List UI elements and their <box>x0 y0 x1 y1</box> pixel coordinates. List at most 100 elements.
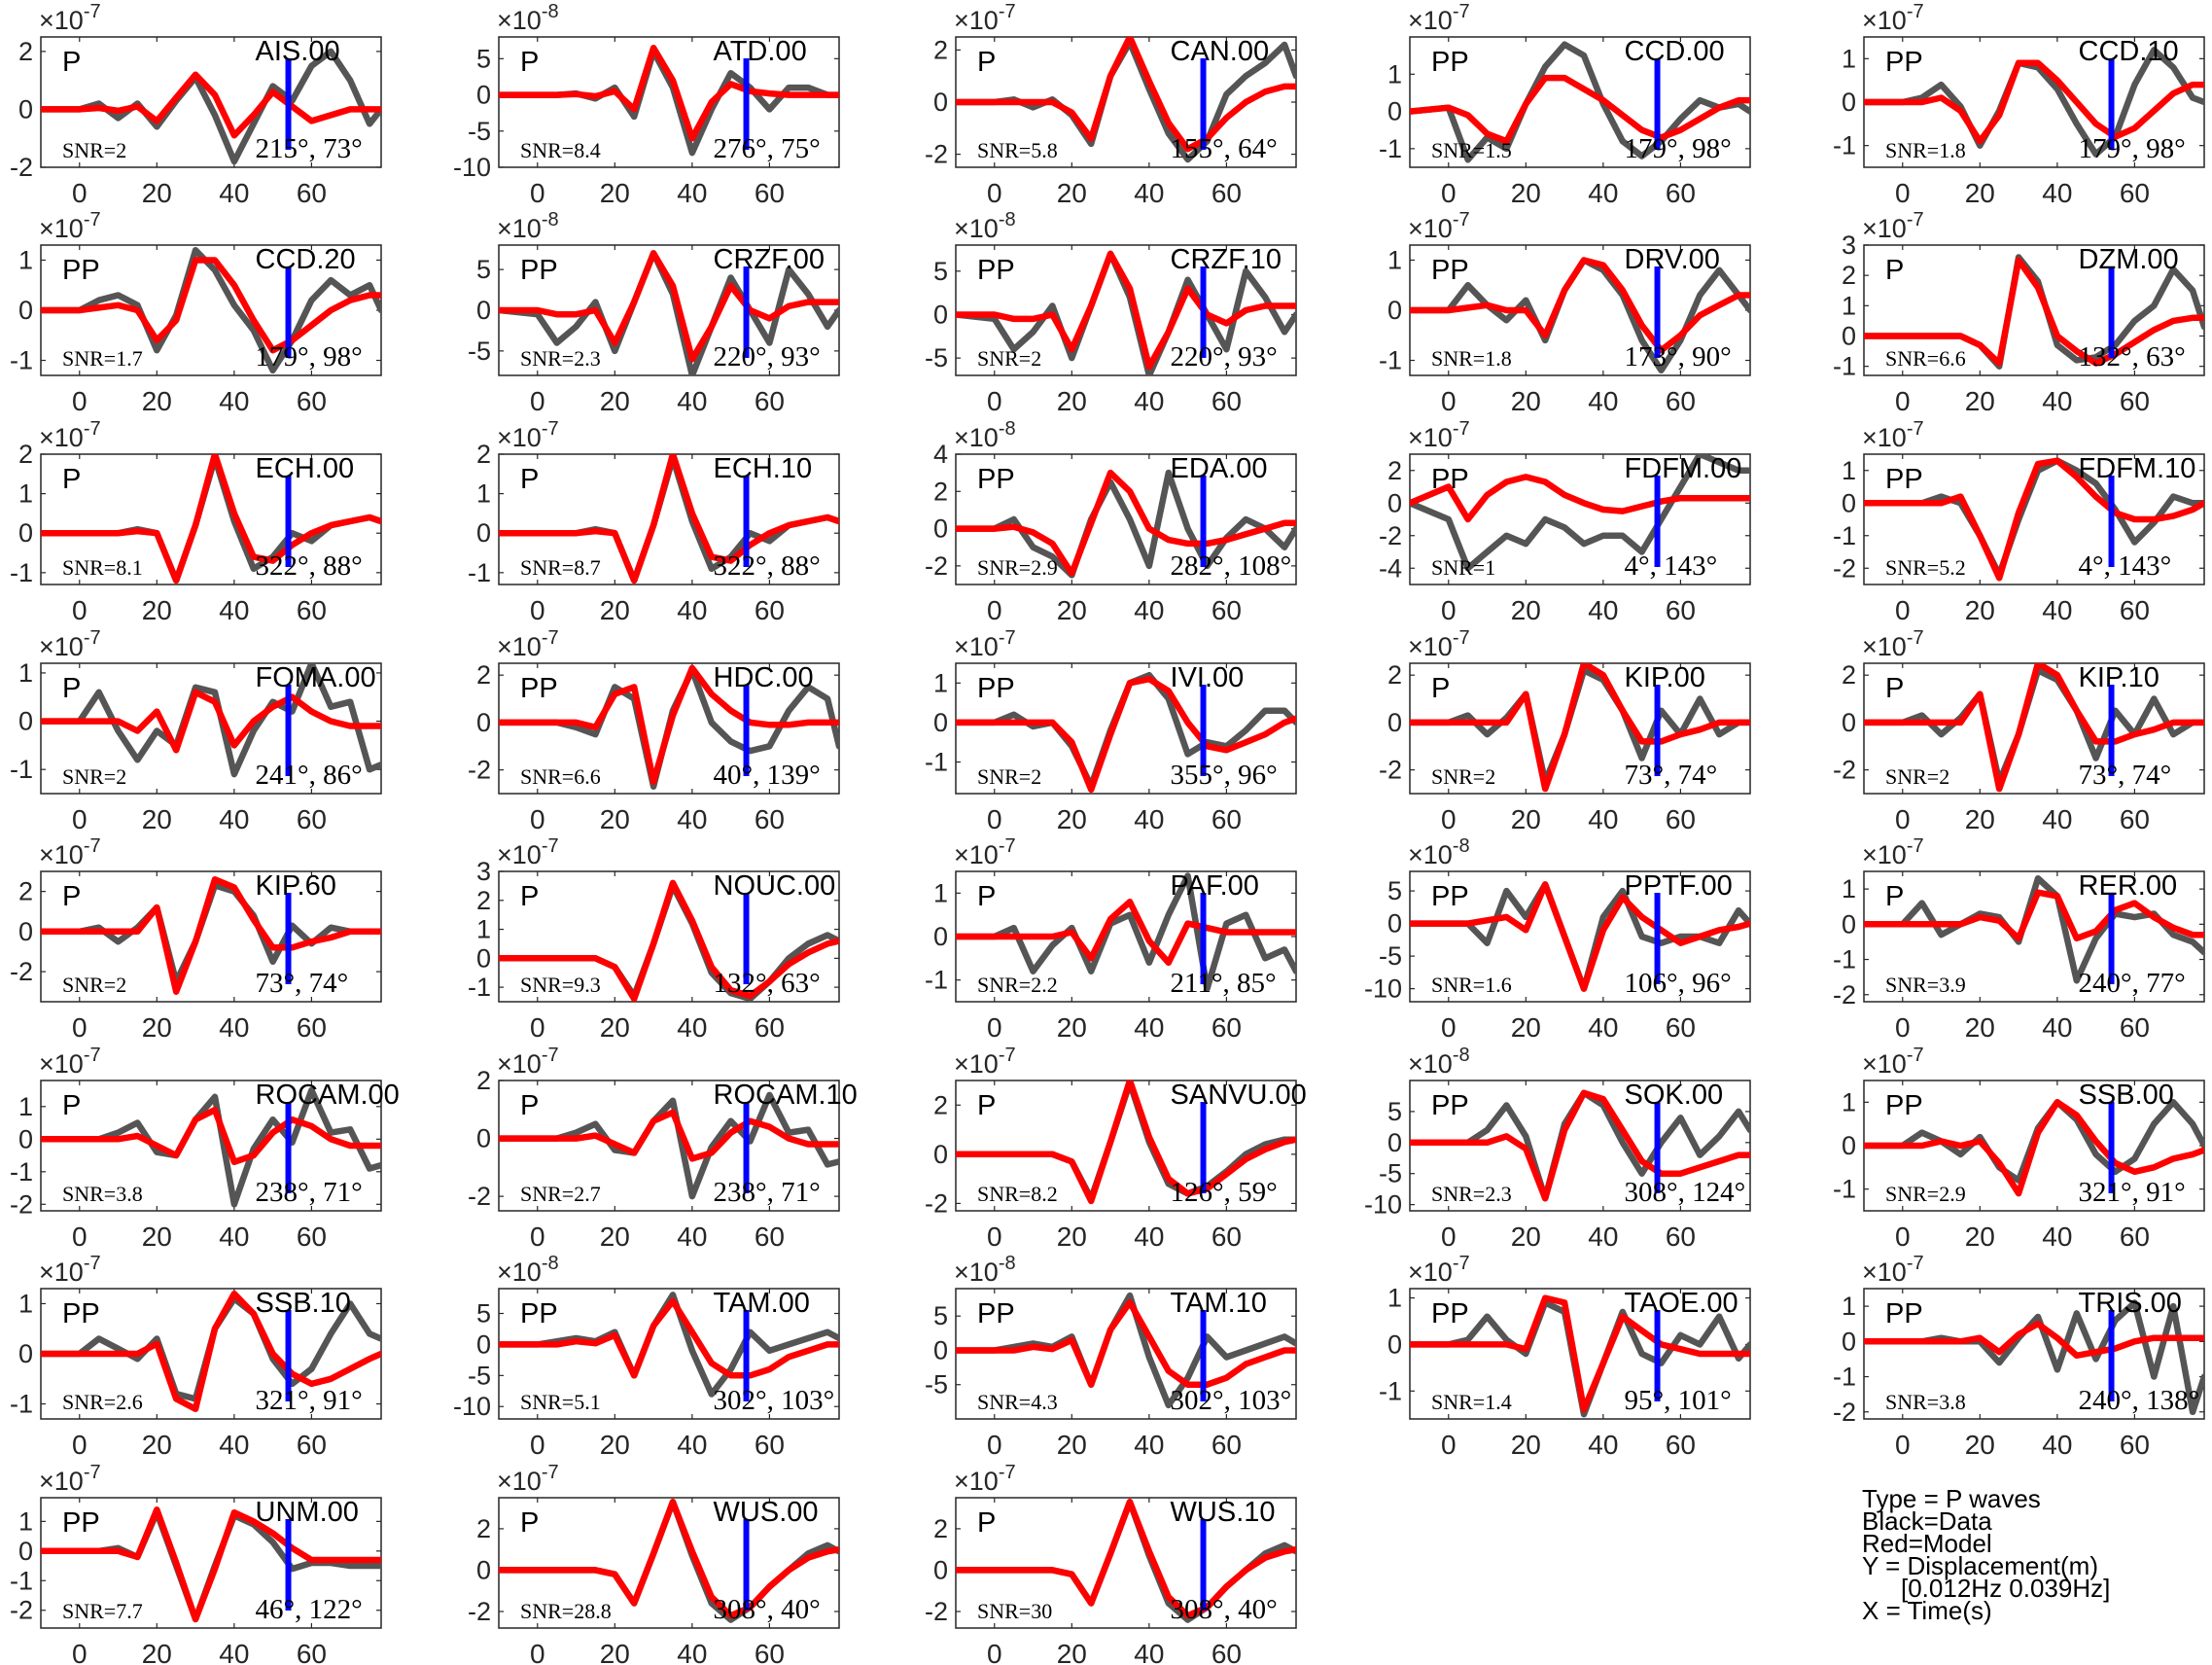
x-tick-label: 20 <box>1511 386 1541 416</box>
phase-label: P <box>520 1507 539 1539</box>
axis-exponent: ×10-7 <box>39 1253 101 1287</box>
snr-label: SNR=2.9 <box>977 555 1058 580</box>
y-tick-label: 1 <box>18 1092 33 1121</box>
x-tick-label: 40 <box>1134 804 1164 834</box>
x-tick-label: 20 <box>1965 1012 1995 1043</box>
y-tick-label: 1 <box>1842 1087 1856 1116</box>
x-tick-label: 40 <box>2042 178 2072 208</box>
x-tick-label: 60 <box>297 1639 327 1665</box>
subplot-kip-60: 0 20 40 60 -2 0 2×10-7 P KIP.60 SNR=2 73°, 74° <box>10 835 382 1043</box>
snr-label: SNR=2.9 <box>1885 1182 1966 1206</box>
x-tick-label: 20 <box>142 804 172 834</box>
x-tick-label: 40 <box>219 178 249 208</box>
y-tick-label: -1 <box>1833 1363 1856 1392</box>
station-label: IVI.00 <box>1171 662 1245 693</box>
station-label: ECH.10 <box>714 453 813 484</box>
model-trace <box>41 71 381 139</box>
model-trace <box>1410 663 1750 793</box>
model-trace <box>499 1499 839 1619</box>
y-tick-label: -1 <box>1379 346 1402 375</box>
axis-exponent: ×10-8 <box>1408 1045 1470 1079</box>
subplot-paf-00: 0 20 40 60 -1 0 1×10-7 P PAF.00 SNR=2.2 211°, 85° <box>925 835 1297 1043</box>
y-tick-label: -2 <box>925 1597 948 1626</box>
axis-exponent: ×10-7 <box>1408 627 1470 661</box>
azimuth-angle-label: 40°, 139° <box>714 760 821 791</box>
x-tick-label: 20 <box>1511 178 1541 208</box>
axis-exponent: ×10-7 <box>1408 209 1470 243</box>
x-tick-label: 40 <box>219 1430 249 1460</box>
azimuth-angle-label: 321°, 91° <box>2079 1177 2186 1208</box>
y-tick-label: 0 <box>1387 909 1402 939</box>
model-trace <box>499 1109 839 1162</box>
y-tick-label: 0 <box>476 708 491 737</box>
x-tick-label: 0 <box>72 1639 88 1665</box>
x-tick-label: 0 <box>987 804 1002 834</box>
azimuth-angle-label: 321°, 91° <box>256 1385 363 1416</box>
y-tick-label: -10 <box>1364 1190 1402 1220</box>
y-tick-label: -2 <box>10 1189 33 1219</box>
model-trace <box>1410 74 1750 145</box>
x-tick-label: 40 <box>1588 804 1618 834</box>
x-tick-label: 20 <box>1057 178 1087 208</box>
x-tick-label: 0 <box>1895 1222 1911 1252</box>
axis-exponent: ×10-8 <box>497 1253 559 1287</box>
station-label: TAM.10 <box>1171 1288 1267 1319</box>
x-tick-label: 40 <box>677 1222 707 1252</box>
y-tick-label: 0 <box>933 1555 948 1584</box>
x-tick-label: 60 <box>1666 1222 1696 1252</box>
snr-label: SNR=3.8 <box>1885 1390 1966 1414</box>
snr-label: SNR=5.2 <box>1885 555 1966 580</box>
x-tick-label: 0 <box>987 386 1002 416</box>
azimuth-angle-label: 308°, 40° <box>714 1594 821 1625</box>
model-trace <box>1410 1294 1750 1413</box>
model-trace <box>499 44 839 142</box>
x-tick-label: 0 <box>987 1012 1002 1043</box>
snr-label: SNR=1.5 <box>1431 138 1512 162</box>
y-tick-label: 0 <box>476 1124 491 1153</box>
y-tick-label: -2 <box>925 551 948 581</box>
phase-label: PP <box>520 1298 558 1329</box>
phase-label: PP <box>1431 1298 1469 1329</box>
model-trace <box>41 875 381 995</box>
x-tick-label: 0 <box>1441 178 1457 208</box>
x-tick-label: 60 <box>755 386 785 416</box>
x-tick-label: 20 <box>1057 1222 1087 1252</box>
y-tick-label: -4 <box>1379 553 1402 583</box>
y-tick-label: 0 <box>933 1140 948 1169</box>
subplot-fdfm-10: 0 20 40 60 -2 -1 0 1×10-7 PP FDFM.10 SNR=5.2 4°, 14… <box>1833 418 2205 625</box>
axis-exponent: ×10-7 <box>39 1045 101 1079</box>
x-tick-label: 20 <box>1057 595 1087 625</box>
x-tick-label: 20 <box>1965 1222 1995 1252</box>
x-tick-label: 60 <box>297 178 327 208</box>
axes-box <box>498 36 840 168</box>
station-label: EDA.00 <box>1171 453 1268 484</box>
phase-label: P <box>977 47 996 78</box>
azimuth-angle-label: 302°, 103° <box>714 1385 835 1416</box>
phase-label: PP <box>1431 1090 1469 1121</box>
x-tick-label: 20 <box>142 386 172 416</box>
phase-label: PP <box>520 255 558 286</box>
subplot-can-00: 0 20 40 60 -2 0 2×10-7 P CAN.00 SNR=5.8 155°, 64° <box>925 1 1297 208</box>
azimuth-angle-label: 240°, 138° <box>2079 1385 2200 1416</box>
x-tick-label: 40 <box>1134 1222 1164 1252</box>
axis-exponent: ×10-7 <box>1862 1253 1924 1287</box>
legend-data: Black=Data <box>1862 1506 1992 1536</box>
legend-frequency-band: [0.012Hz 0.039Hz] <box>1901 1574 2111 1603</box>
phase-label: PP <box>1885 47 1923 78</box>
snr-label: SNR=1 <box>1431 555 1495 580</box>
model-trace <box>956 469 1296 577</box>
phase-label: PP <box>62 1298 100 1329</box>
y-tick-label: 0 <box>18 1124 33 1153</box>
y-tick-label: 2 <box>476 440 491 469</box>
phase-label: PP <box>977 464 1015 495</box>
y-tick-label: 2 <box>1842 660 1856 690</box>
y-tick-label: 0 <box>476 81 491 110</box>
model-trace <box>1410 257 1750 354</box>
snr-label: SNR=2 <box>62 138 126 162</box>
y-tick-label: -1 <box>1833 945 1856 974</box>
y-tick-label: 2 <box>476 886 491 915</box>
x-tick-label: 20 <box>1057 1012 1087 1043</box>
